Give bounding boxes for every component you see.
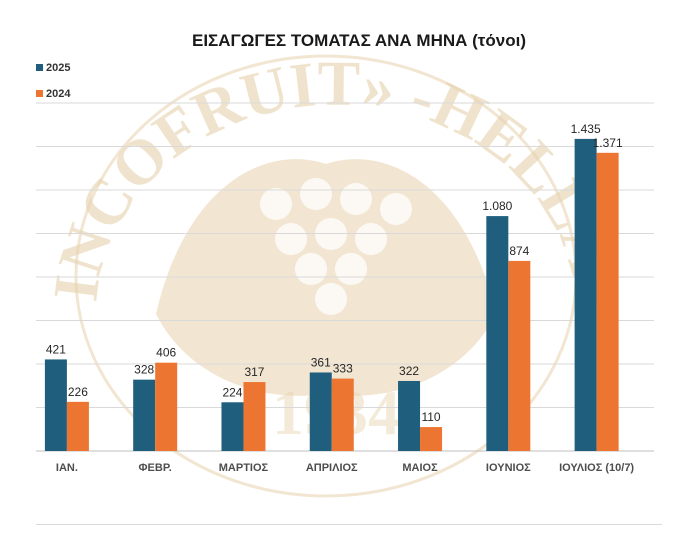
bar-2024-1 <box>155 362 178 451</box>
bar-2024-4 <box>420 427 443 451</box>
bar-2025-3 <box>309 372 332 451</box>
watermark-grape-icon <box>355 223 387 255</box>
data-label-2024-0: 226 <box>68 385 88 399</box>
legend-label-2024: 2024 <box>46 88 71 100</box>
watermark-grape-icon <box>295 253 327 285</box>
x-tick-label: ΦΕΒΡ. <box>139 462 172 474</box>
bar-2024-0 <box>66 401 89 451</box>
x-tick-label: ΙΟΥΛΙΟΣ (10/7) <box>559 462 634 474</box>
watermark-grape-icon <box>275 223 307 255</box>
x-tick-label: ΜΑΡΤΙΟΣ <box>219 462 269 474</box>
chart-frame: «INCOFRUIT» -HELLAS-1934 421226328406224… <box>36 14 662 525</box>
data-label-2025-3: 361 <box>311 355 331 369</box>
bar-2025-4 <box>398 380 421 451</box>
data-label-2024-1: 406 <box>156 346 176 360</box>
bars <box>44 138 619 451</box>
bar-2024-3 <box>331 378 354 451</box>
watermark-fruit-icon <box>156 159 496 396</box>
data-label-2025-4: 322 <box>399 364 419 378</box>
bar-2025-5 <box>486 216 509 451</box>
bar-2024-2 <box>243 382 266 451</box>
bar-2025-1 <box>133 379 156 451</box>
data-label-2025-0: 421 <box>46 342 66 356</box>
data-label-2024-3: 333 <box>333 362 353 376</box>
watermark-grape-icon <box>315 283 347 315</box>
bar-2024-6 <box>596 152 619 451</box>
bar-2024-5 <box>508 260 531 451</box>
legend: 2025 2024 <box>36 62 71 100</box>
x-axis-ticks: ΙΑΝ. ΦΕΒΡ. ΜΑΡΤΙΟΣ ΑΠΡΙΛΙΟΣ ΜΑΙΟΣ ΙΟΥΝΙΟΣ ΙΟΥΛ… <box>56 462 635 474</box>
legend-label-2025: 2025 <box>46 62 70 74</box>
x-tick-label: ΙΑΝ. <box>56 462 78 474</box>
x-tick-label: ΜΑΙΟΣ <box>402 462 438 474</box>
bar-2025-2 <box>221 402 244 451</box>
legend-swatch-2024 <box>36 90 43 97</box>
bar-2025-0 <box>44 359 67 451</box>
watermark-grape-icon <box>340 183 372 215</box>
bar-chart: «INCOFRUIT» -HELLAS-1934 421226328406224… <box>36 14 654 498</box>
watermark-grape-icon <box>260 188 292 220</box>
data-label-2024-4: 110 <box>421 410 440 424</box>
watermark-grape-icon <box>380 193 412 225</box>
data-label-2025-1: 328 <box>134 363 154 377</box>
legend-swatch-2025 <box>36 64 43 71</box>
x-tick-label: ΑΠΡΙΛΙΟΣ <box>306 462 358 474</box>
chart-title: ΕΙΣΑΓΩΓΕΣ ΤΟΜΑΤΑΣ ΑΝΑ ΜΗΝΑ (τόνοι) <box>192 31 526 50</box>
watermark-grape-icon <box>335 253 367 285</box>
watermark-grape-icon <box>300 178 332 210</box>
data-label-2025-2: 224 <box>222 385 242 399</box>
data-label-2025-6: 1.435 <box>571 122 601 136</box>
data-label-2024-5: 874 <box>509 244 529 258</box>
data-label-2024-2: 317 <box>244 365 264 379</box>
data-label-2025-5: 1.080 <box>482 199 512 213</box>
x-tick-label: ΙΟΥΝΙΟΣ <box>486 462 531 474</box>
bar-2025-6 <box>574 138 597 451</box>
data-label-2024-6: 1.371 <box>593 136 623 150</box>
